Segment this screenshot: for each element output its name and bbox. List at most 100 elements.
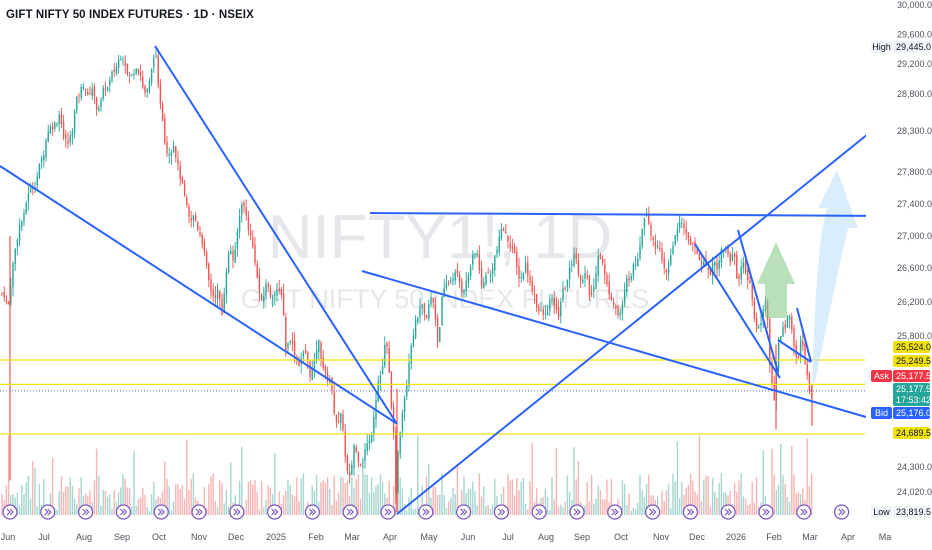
event-marker[interactable] (342, 504, 358, 520)
volume-bar (104, 490, 107, 515)
trendline[interactable] (796, 307, 812, 363)
volume-bar (777, 484, 780, 515)
x-tick-label: Oct (152, 532, 167, 542)
event-marker[interactable] (455, 504, 472, 520)
volume-bar (452, 487, 454, 515)
candle-body (91, 88, 93, 96)
event-marker[interactable] (229, 504, 245, 520)
volume-bar (278, 491, 280, 515)
volume-bar (775, 489, 778, 515)
event-marker[interactable] (758, 504, 774, 520)
event-marker[interactable] (682, 504, 699, 520)
event-marker[interactable] (720, 504, 736, 520)
candle-body (58, 115, 60, 125)
candle-body (362, 462, 364, 464)
candle-body (192, 215, 195, 221)
volume-bar (445, 508, 448, 515)
candle-body (500, 228, 503, 239)
event-marker[interactable] (644, 504, 661, 520)
volume-bar (681, 481, 683, 515)
volume-bar (535, 487, 538, 515)
candle-body (410, 345, 412, 364)
volume-bar (181, 485, 184, 515)
volume-bar (100, 505, 102, 515)
event-marker[interactable] (380, 504, 396, 520)
trendline[interactable] (396, 116, 890, 515)
event-marker[interactable] (607, 504, 623, 520)
candle-body (518, 265, 520, 279)
event-marker[interactable] (531, 504, 547, 520)
candle-body (128, 74, 131, 76)
candle-body (628, 278, 630, 280)
trendline[interactable] (737, 229, 779, 373)
trendline[interactable] (361, 270, 874, 420)
volume-bar (577, 461, 580, 515)
volume-bar (736, 492, 738, 515)
event-marker[interactable] (833, 504, 850, 520)
volume-bar (115, 501, 118, 515)
volume-bar (335, 500, 338, 515)
candle-body (579, 276, 582, 281)
event-marker[interactable] (266, 504, 283, 520)
event-marker[interactable] (153, 504, 169, 520)
volume-bar (696, 494, 698, 515)
candle-body (674, 235, 676, 245)
event-marker[interactable] (191, 504, 207, 520)
candle-body (144, 85, 146, 93)
trendline[interactable] (694, 243, 781, 379)
event-marker[interactable] (796, 504, 812, 520)
volume-bar (133, 450, 135, 515)
volume-bar (300, 478, 302, 515)
candle-body (197, 222, 199, 230)
volume-bar (725, 491, 727, 515)
price-axis: 30,000.0 29,600.0 29,200.0 28,800.0 28,300.0… (866, 0, 932, 550)
event-marker[interactable] (115, 504, 132, 520)
event-marker[interactable] (2, 504, 18, 520)
event-marker[interactable] (418, 504, 434, 520)
candle-body (615, 305, 617, 309)
candle-body (359, 464, 362, 466)
volume-bar (467, 488, 470, 515)
candle-body (531, 280, 533, 292)
volume-bar (676, 441, 679, 515)
y-tick-label: 24,020.0 (897, 487, 932, 497)
volume-bar (749, 504, 751, 515)
event-marker[interactable] (304, 504, 321, 520)
candle-body (575, 253, 577, 259)
x-tick-label: May (420, 532, 438, 542)
candle-body (71, 131, 74, 136)
volume-bar (786, 496, 789, 515)
trendline[interactable] (0, 165, 397, 424)
event-marker[interactable] (569, 504, 585, 520)
candle-body (714, 262, 716, 266)
price-levels (0, 359, 865, 435)
candle-body (199, 231, 201, 236)
event-marker[interactable] (77, 504, 94, 520)
volume-bar (172, 501, 175, 515)
trendline[interactable] (154, 45, 398, 425)
volume-bar (436, 494, 439, 515)
volume-bar (630, 510, 632, 515)
trendline[interactable] (369, 212, 891, 217)
candle-body (302, 352, 305, 357)
event-marker[interactable] (40, 504, 56, 520)
volume-bar (93, 480, 96, 515)
event-marker[interactable] (493, 504, 510, 520)
watermark-name: GIFT NIFTY 50 INDEX FUTURES (241, 284, 650, 314)
candle-body (478, 253, 481, 270)
candle-body (527, 262, 529, 276)
candle-body (230, 250, 232, 255)
volume-bar (461, 489, 463, 515)
candle-body (795, 344, 797, 357)
candle-body (443, 287, 445, 298)
trendline[interactable] (777, 339, 812, 363)
volume-bar (170, 510, 173, 515)
candle-body (168, 154, 170, 156)
volume-bar (714, 491, 716, 515)
volume-bar (399, 477, 401, 515)
x-tick-label: Ma (879, 532, 892, 542)
candle-body (177, 158, 179, 165)
candle-body (307, 352, 309, 360)
candle-body (232, 251, 234, 261)
